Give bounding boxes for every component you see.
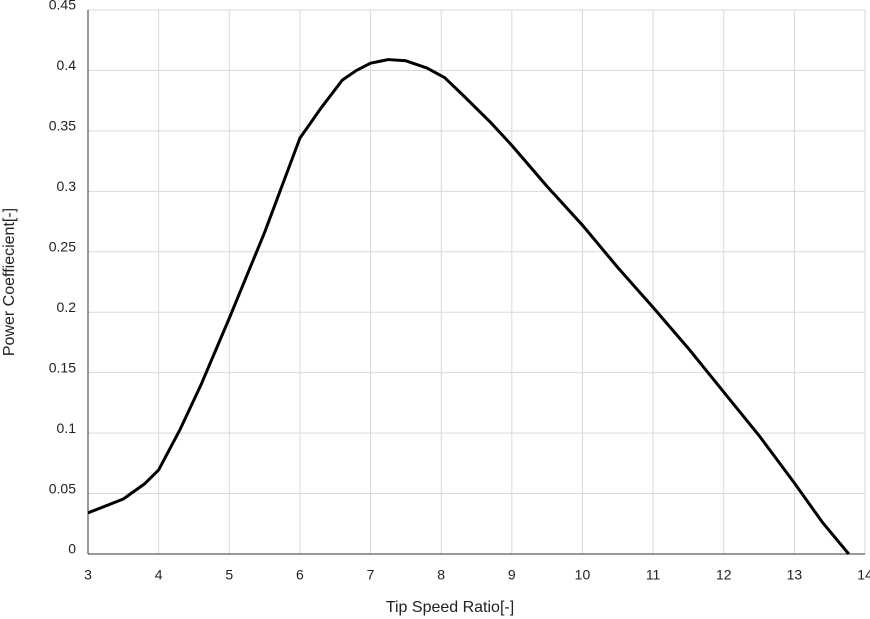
x-tick-label: 13: [787, 567, 803, 583]
y-tick-label: 0.1: [57, 420, 77, 436]
x-tick-label: 6: [296, 567, 304, 583]
x-tick-label: 5: [225, 567, 233, 583]
y-tick-label: 0.05: [49, 480, 76, 496]
y-tick-label: 0: [68, 541, 76, 557]
data-line: [87, 58, 850, 555]
y-tick-label: 0.25: [49, 238, 76, 254]
x-tick-label: 9: [508, 567, 516, 583]
y-tick-label: 0.45: [49, 0, 76, 13]
x-tick-label: 4: [155, 567, 163, 583]
y-tick-label: 0.35: [49, 118, 76, 134]
x-tick-label: 3: [84, 567, 92, 583]
y-axis-label: Power Coeffiecient[-]: [1, 208, 18, 356]
y-tick-label: 0.4: [57, 57, 77, 73]
x-axis-label: Tip Speed Ratio[-]: [386, 599, 514, 616]
y-tick-label: 0.3: [57, 178, 77, 194]
y-tick-label: 0.2: [57, 299, 77, 315]
x-tick-label: 10: [575, 567, 591, 583]
x-tick-label: 14: [857, 567, 870, 583]
x-tick-label: 7: [367, 567, 375, 583]
y-tick-label: 0.15: [49, 359, 76, 375]
x-tick-label: 12: [716, 567, 732, 583]
x-tick-label: 8: [437, 567, 445, 583]
x-tick-label: 11: [646, 567, 661, 583]
